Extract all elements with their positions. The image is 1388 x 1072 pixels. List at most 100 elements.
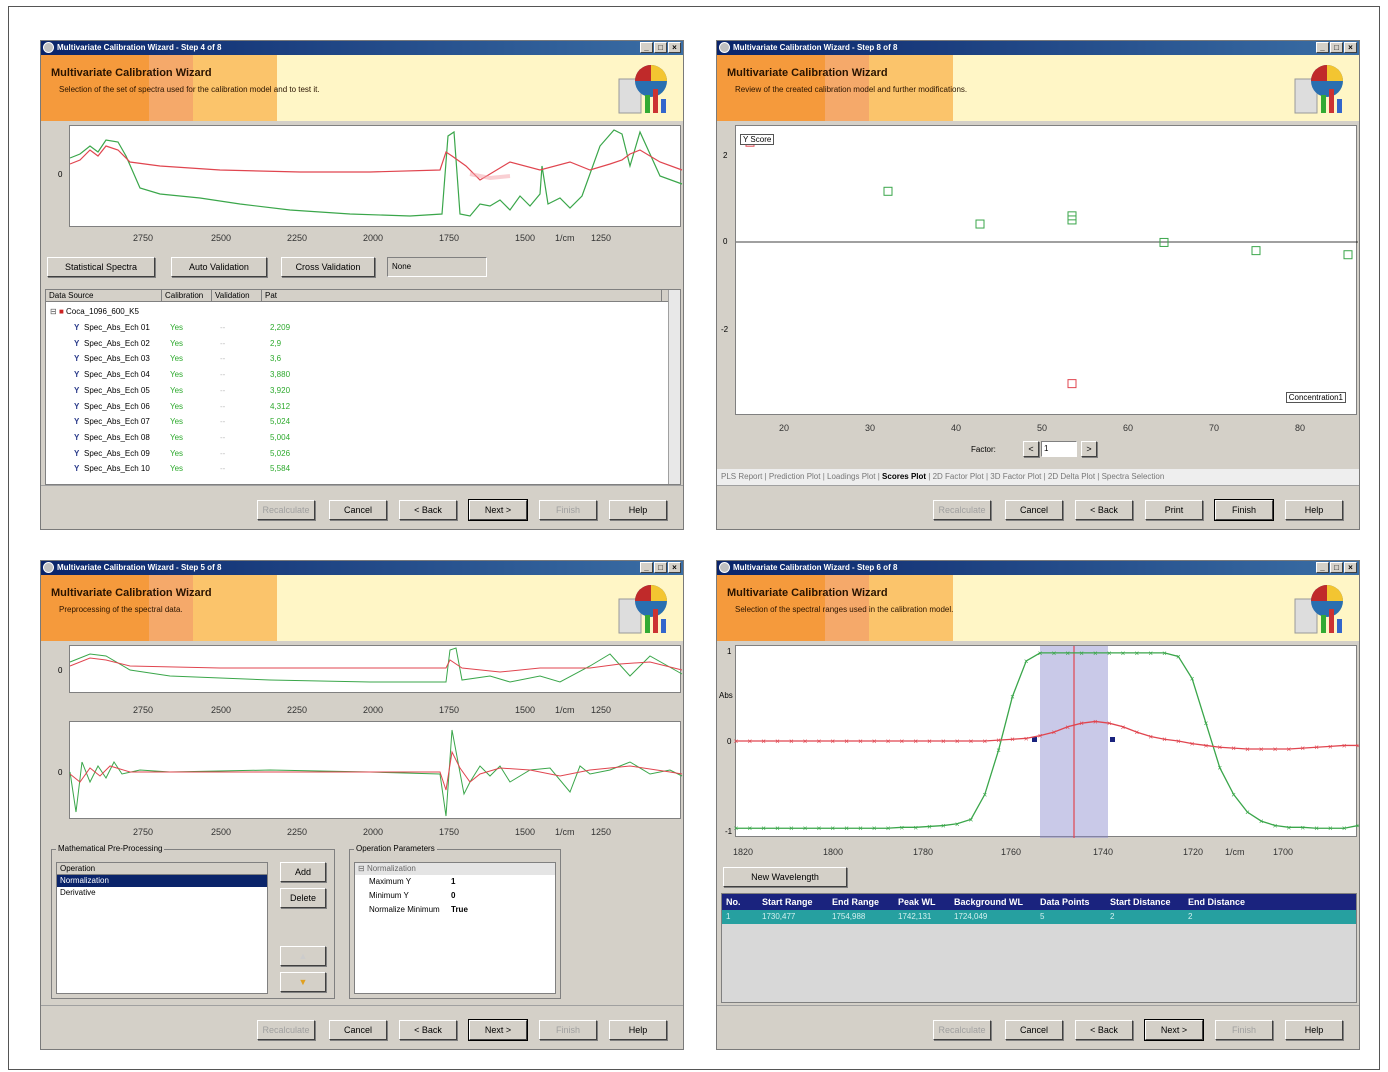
move-up-button[interactable]: ▲ bbox=[280, 946, 326, 966]
ranges-table[interactable]: No. Start Range End Range Peak WL Backgr… bbox=[721, 893, 1357, 1003]
title-bar[interactable]: Multivariate Calibration Wizard - Step 6… bbox=[717, 561, 1359, 575]
next-factor-button[interactable]: > bbox=[1081, 441, 1097, 457]
tab-2d-delta-plot[interactable]: 2D Delta Plot bbox=[1047, 472, 1096, 481]
list-item[interactable]: Y Spec_Abs_Ech 09 Yes -- 5,026 bbox=[74, 448, 291, 458]
cancel-button[interactable]: Cancel bbox=[1005, 1020, 1063, 1040]
close-icon[interactable]: × bbox=[1344, 562, 1357, 573]
finish-button[interactable]: Finish bbox=[539, 1020, 597, 1040]
spectrum-point: × bbox=[747, 737, 752, 746]
close-icon[interactable]: × bbox=[1344, 42, 1357, 53]
next-button[interactable]: Next > bbox=[468, 499, 528, 521]
list-item[interactable]: Y Spec_Abs_Ech 01 Yes -- 2,209 bbox=[74, 323, 291, 332]
maximize-icon[interactable]: □ bbox=[654, 42, 667, 53]
header-subtitle: Selection of the spectral ranges used in… bbox=[735, 605, 954, 614]
maximize-icon[interactable]: □ bbox=[1330, 562, 1343, 573]
tab-3d-factor-plot[interactable]: 3D Factor Plot bbox=[990, 472, 1042, 481]
cancel-button[interactable]: Cancel bbox=[329, 500, 387, 520]
auto-validation-button[interactable]: Auto Validation bbox=[171, 257, 267, 277]
minimize-icon[interactable]: _ bbox=[1316, 42, 1329, 53]
table-row[interactable]: 1 1730,477 1754,988 1742,131 1724,049 5 … bbox=[722, 910, 1356, 924]
back-button[interactable]: < Back bbox=[1075, 1020, 1133, 1040]
tab-prediction-plot[interactable]: Prediction Plot bbox=[768, 472, 821, 481]
close-icon[interactable]: × bbox=[668, 42, 681, 53]
minimize-icon[interactable]: _ bbox=[640, 562, 653, 573]
recalculate-button[interactable]: Recalculate bbox=[933, 1020, 991, 1040]
factor-select[interactable]: 1 bbox=[1041, 441, 1077, 457]
spectra-plot[interactable]: 0 bbox=[58, 125, 683, 227]
maximize-icon[interactable]: □ bbox=[1330, 42, 1343, 53]
add-button[interactable]: Add bbox=[280, 862, 326, 882]
recalculate-button[interactable]: Recalculate bbox=[933, 500, 991, 520]
finish-button[interactable]: Finish bbox=[1214, 499, 1274, 521]
help-button[interactable]: Help bbox=[1285, 500, 1343, 520]
next-button[interactable]: Next > bbox=[468, 1019, 528, 1041]
list-item[interactable]: Y Spec_Abs_Ech 06 Yes -- 4,312 bbox=[74, 401, 291, 411]
score-point[interactable] bbox=[1067, 379, 1077, 389]
tree-root[interactable]: ⊟ ■ Coca_1096_600_K5 bbox=[50, 307, 139, 316]
next-button[interactable]: Next > bbox=[1144, 1019, 1204, 1041]
score-point[interactable] bbox=[1343, 250, 1353, 260]
list-item[interactable]: Normalization bbox=[57, 875, 267, 887]
list-item[interactable]: Y Spec_Abs_Ech 03 Yes -- 3,6 bbox=[74, 354, 282, 364]
prev-factor-button[interactable]: < bbox=[1023, 441, 1039, 457]
back-button[interactable]: < Back bbox=[399, 500, 457, 520]
list-item[interactable]: Y Spec_Abs_Ech 04 Yes -- 3,880 bbox=[74, 370, 291, 380]
finish-button[interactable]: Finish bbox=[539, 500, 597, 520]
list-item[interactable]: Y Spec_Abs_Ech 08 Yes -- 5,004 bbox=[74, 432, 291, 442]
tab-spectra-selection[interactable]: Spectra Selection bbox=[1101, 472, 1165, 481]
score-point[interactable] bbox=[1159, 237, 1169, 247]
cancel-button[interactable]: Cancel bbox=[1005, 500, 1063, 520]
back-button[interactable]: < Back bbox=[1075, 500, 1133, 520]
list-item[interactable]: Y Spec_Abs_Ech 02 Yes -- 2,9 bbox=[74, 338, 282, 348]
move-down-button[interactable]: ▼ bbox=[280, 972, 326, 992]
tab-loadings-plot[interactable]: Loadings Plot bbox=[827, 472, 876, 481]
title-bar[interactable]: Multivariate Calibration Wizard - Step 5… bbox=[41, 561, 683, 575]
score-point[interactable] bbox=[1067, 215, 1077, 225]
new-wavelength-button[interactable]: New Wavelength bbox=[723, 867, 847, 887]
help-button[interactable]: Help bbox=[1285, 1020, 1343, 1040]
spectrum-point: × bbox=[941, 737, 946, 746]
vertical-scrollbar[interactable] bbox=[668, 290, 680, 484]
close-icon[interactable]: × bbox=[668, 562, 681, 573]
cross-validation-button[interactable]: Cross Validation bbox=[281, 257, 375, 277]
list-item[interactable]: Y Spec_Abs_Ech 07 Yes -- 5,024 bbox=[74, 417, 291, 427]
back-button[interactable]: < Back bbox=[399, 1020, 457, 1040]
raw-spectra-plot[interactable]: 0 bbox=[58, 645, 683, 693]
range-selection-plot[interactable]: × × × × × × × × × × × × × × × × × × × × × × × × × × × × × × × × × × × × × × × ×… bbox=[734, 645, 1359, 838]
tab-pls-report[interactable]: PLS Report bbox=[721, 472, 763, 481]
cancel-button[interactable]: Cancel bbox=[329, 1020, 387, 1040]
recalculate-button[interactable]: Recalculate bbox=[257, 1020, 315, 1040]
tab-scores-plot[interactable]: Scores Plot bbox=[882, 472, 927, 481]
minimize-icon[interactable]: _ bbox=[640, 42, 653, 53]
help-button[interactable]: Help bbox=[609, 1020, 667, 1040]
print-button[interactable]: Print bbox=[1145, 500, 1203, 520]
minimize-icon[interactable]: _ bbox=[1316, 562, 1329, 573]
finish-button[interactable]: Finish bbox=[1215, 1020, 1273, 1040]
list-item[interactable]: Derivative bbox=[60, 888, 96, 897]
validation-mode-field[interactable]: None bbox=[387, 257, 487, 277]
tab-2d-factor-plot[interactable]: 2D Factor Plot bbox=[932, 472, 984, 481]
score-point[interactable] bbox=[1251, 246, 1261, 256]
processed-spectra-plot[interactable]: 0 bbox=[58, 721, 683, 819]
statistical-spectra-button[interactable]: Statistical Spectra bbox=[47, 257, 155, 277]
score-point[interactable] bbox=[975, 219, 985, 229]
maximize-icon[interactable]: □ bbox=[654, 562, 667, 573]
range-start-handle[interactable] bbox=[1032, 737, 1037, 742]
list-item[interactable]: Y Spec_Abs_Ech 10 Yes -- 5,584 bbox=[74, 464, 291, 474]
title-bar[interactable]: Multivariate Calibration Wizard - Step 8… bbox=[717, 41, 1359, 55]
title-bar[interactable]: Multivariate Calibration Wizard - Step 4… bbox=[41, 41, 683, 55]
scores-plot[interactable]: Y Score Concentration1 bbox=[735, 125, 1358, 415]
list-item[interactable]: Y Spec_Abs_Ech 05 Yes -- 3,920 bbox=[74, 385, 291, 395]
data-source-grid[interactable]: Data Source Calibration Validation Pat ⊟… bbox=[45, 289, 681, 485]
recalculate-button[interactable]: Recalculate bbox=[257, 500, 315, 520]
score-point[interactable] bbox=[883, 186, 893, 196]
help-button[interactable]: Help bbox=[609, 500, 667, 520]
delete-button[interactable]: Delete bbox=[280, 888, 326, 908]
spectrum-point: × bbox=[1176, 652, 1181, 661]
range-end-handle[interactable] bbox=[1110, 737, 1115, 742]
operation-list[interactable]: Operation Normalization Derivative bbox=[56, 862, 268, 994]
param-row[interactable]: Normalize Minimum True bbox=[369, 905, 468, 914]
